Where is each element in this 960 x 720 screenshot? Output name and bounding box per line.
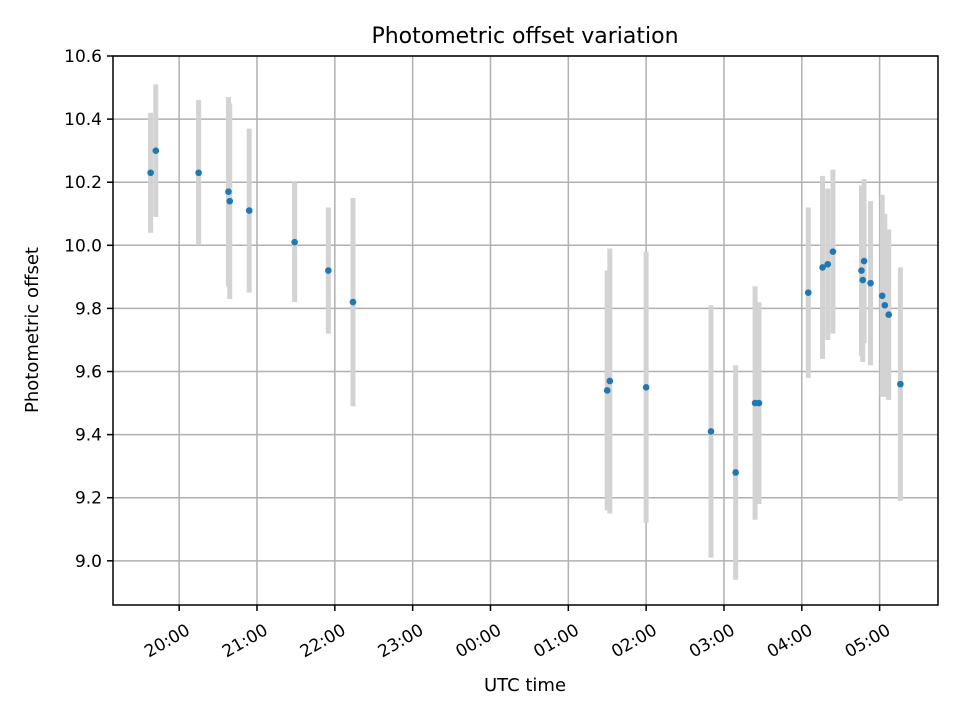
y-tick-label: 9.2 [75,489,102,509]
x-axis-label: UTC time [484,675,566,696]
data-point [829,248,837,255]
axes-frame [112,55,939,606]
y-tick-label: 9.4 [75,426,102,446]
data-point [885,311,893,319]
data-point [824,260,832,268]
data-point [603,387,611,394]
y-tick-label: 9.8 [75,299,102,319]
data-point [804,289,812,296]
y-tick-label: 9.6 [75,363,102,383]
y-tick-label: 10.4 [64,110,102,130]
y-axis-label: Photometric offset [22,247,43,413]
data-point [878,292,886,300]
data-point [819,264,826,271]
data-points [147,147,904,476]
data-point [897,380,904,388]
y-tick-label: 10.6 [64,47,102,67]
data-point [349,298,357,306]
data-point [867,279,874,287]
data-point [291,238,298,246]
data-point [152,147,160,154]
data-point [755,399,763,407]
data-point [147,169,154,177]
y-tick-label: 9.0 [75,552,102,572]
data-point [195,169,202,177]
data-point [859,276,867,284]
data-point [225,188,232,195]
data-point [707,428,715,435]
plot-area [113,56,938,605]
data-point [325,267,332,274]
data-point [245,207,253,214]
y-tick-label: 10.2 [64,173,102,193]
data-point [858,267,865,274]
data-point [860,257,868,265]
data-point [606,377,614,385]
y-tick-label: 10.0 [64,236,102,256]
data-point [732,469,739,476]
data-point [642,383,650,391]
y-axis-ticks: 9.0 9.2 9.4 9.6 9.8 10.0 10.2 10.4 10.6 [64,47,113,572]
data-point [226,197,234,205]
chart-title: Photometric offset variation [371,24,678,49]
data-point [881,301,889,309]
